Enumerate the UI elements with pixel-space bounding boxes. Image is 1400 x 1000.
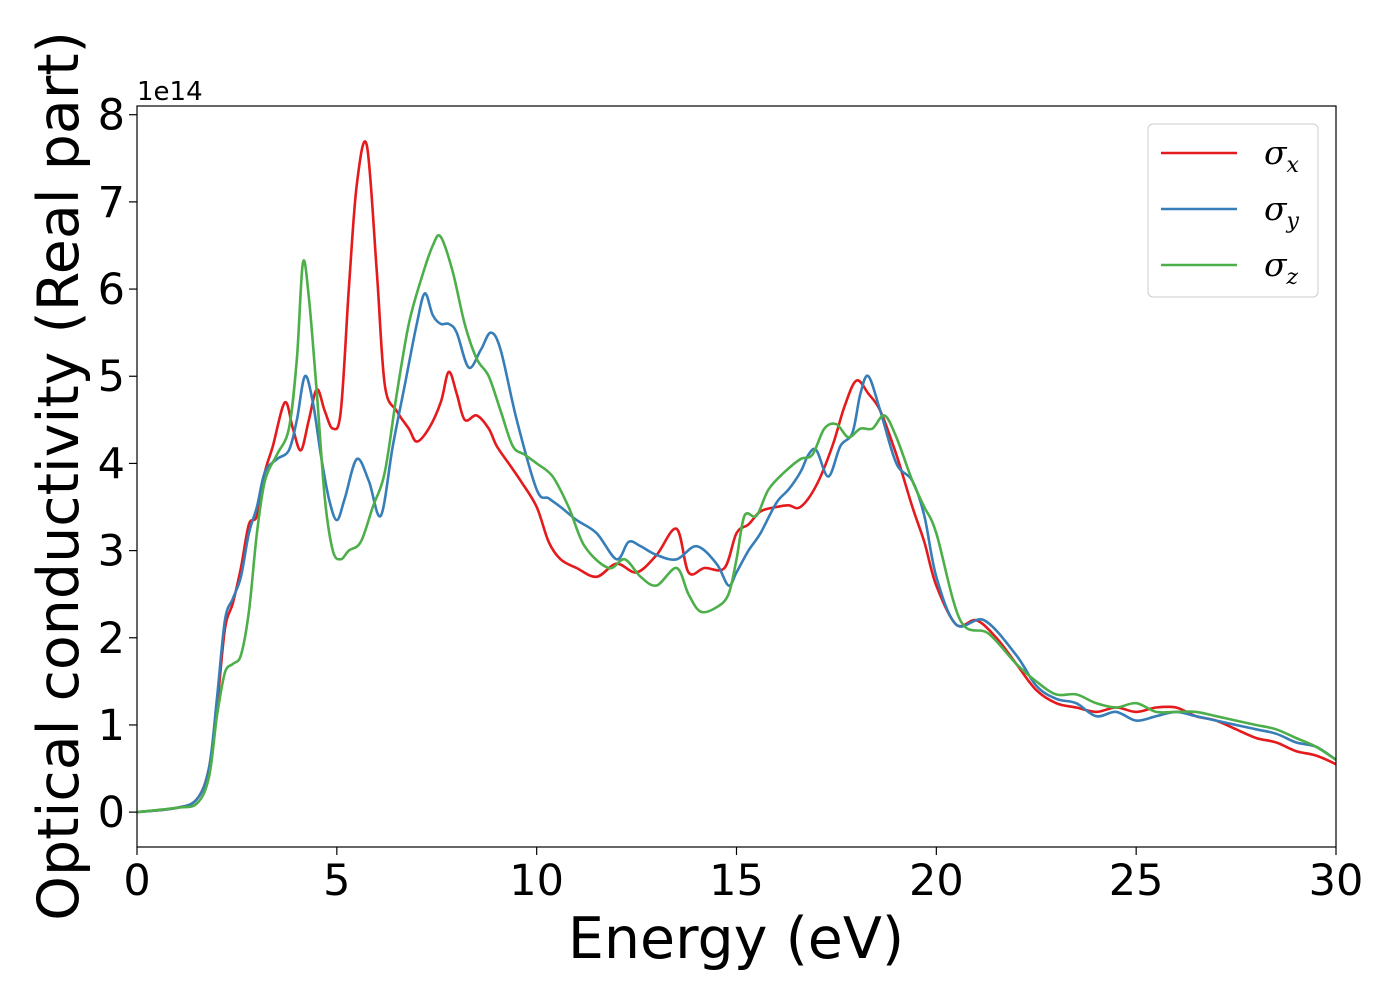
legend-box [1147,123,1319,298]
y-tick-label: 5 [98,352,125,402]
series-line-sigma-x [136,140,1337,814]
legend-label-sigma-x: σx [1264,133,1300,178]
x-tick-label: 10 [509,856,564,906]
x-axis: 0 5 10 15 20 25 30 [123,847,1363,906]
x-tick-label: 20 [909,856,964,906]
x-tick-label: 5 [323,856,350,906]
series-line-sigma-z [136,233,1337,814]
y-tick-label: 3 [98,527,125,577]
y-tick-label: 4 [98,439,125,489]
x-tick-label: 30 [1309,856,1364,906]
series-line-sigma-y [136,292,1337,814]
y-tick-label: 0 [98,788,125,838]
y-tick-label: 1 [98,701,125,751]
y-axis: 0 1 2 3 4 5 6 7 8 [98,91,137,838]
y-tick-label: 8 [98,91,125,141]
x-tick-label: 25 [1109,856,1164,906]
y-axis-label: Optical conductivity (Real part) [26,31,92,921]
x-axis-label: Energy (eV) [568,906,904,972]
y-tick-label: 2 [98,614,125,664]
y-tick-label: 7 [98,178,125,228]
x-tick-label: 15 [709,856,764,906]
y-offset-label: 1e14 [137,77,203,107]
x-tick-label: 0 [123,856,150,906]
y-tick-label: 6 [98,265,125,315]
plot-lines [136,140,1337,814]
